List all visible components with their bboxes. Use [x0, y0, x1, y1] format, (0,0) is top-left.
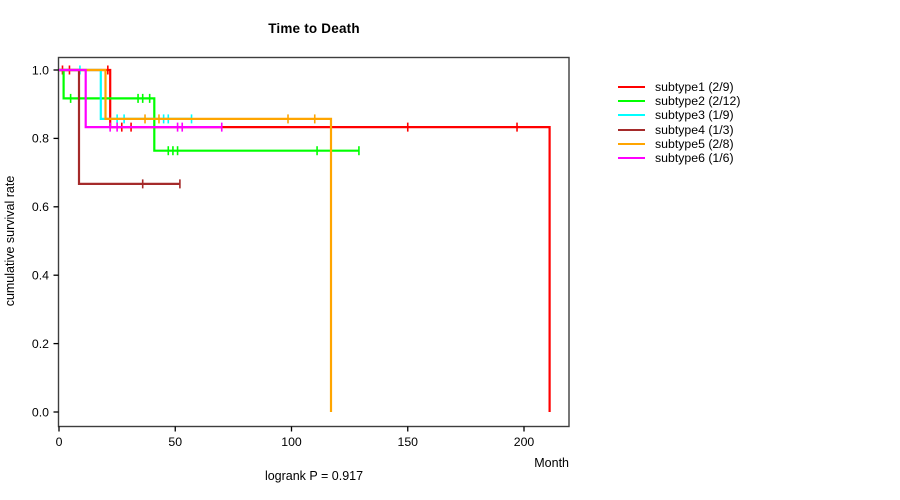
legend-color-line — [618, 128, 645, 131]
survival-curve-subtype2 — [59, 68, 360, 156]
x-axis-label: Month — [534, 456, 569, 470]
x-tick-label: 50 — [168, 435, 182, 449]
y-tick-label: 1.0 — [32, 63, 49, 77]
x-tick-label: 0 — [56, 435, 63, 449]
legend-label: subtype2 (2/12) — [655, 94, 741, 109]
km-step-line — [59, 68, 222, 129]
legend-item: subtype5 (2/8) — [618, 137, 740, 151]
legend-item: subtype2 (2/12) — [618, 94, 740, 108]
x-tick-label: 100 — [281, 435, 302, 449]
survival-curve-subtype6 — [59, 68, 223, 132]
legend-label: subtype3 (1/9) — [655, 108, 734, 123]
y-tick-label: 0.2 — [32, 337, 49, 351]
y-axis-label: cumulative survival rate — [3, 175, 17, 307]
y-tick-label: 0.6 — [32, 200, 49, 214]
plot-box — [57, 56, 570, 428]
legend-item: subtype4 (1/3) — [618, 123, 740, 137]
x-tick-label: 150 — [397, 435, 418, 449]
legend-item: subtype3 (1/9) — [618, 108, 740, 122]
survival-curve-subtype5 — [59, 68, 333, 412]
km-step-line — [59, 68, 333, 412]
chart-title: Time to Death — [268, 21, 360, 36]
legend-color-line — [618, 142, 645, 145]
legend-item: subtype6 (1/6) — [618, 151, 740, 165]
logrank-annotation: logrank P = 0.917 — [264, 469, 364, 483]
legend-color-line — [618, 157, 645, 160]
legend-label: subtype1 (2/9) — [655, 80, 734, 95]
legend-color-line — [618, 114, 645, 117]
survival-curve-subtype1 — [59, 65, 551, 412]
y-tick-label: 0.4 — [32, 269, 49, 283]
legend-label: subtype4 (1/3) — [655, 122, 734, 137]
legend-color-line — [618, 100, 645, 103]
survival-curve-subtype4 — [59, 68, 181, 189]
legend: subtype1 (2/9) subtype2 (2/12) subtype3 (1… — [618, 80, 740, 165]
legend-item: subtype1 (2/9) — [618, 80, 740, 94]
y-tick-label: 0.0 — [32, 405, 49, 419]
legend-color-line — [618, 86, 645, 89]
x-axis: 0 50 100 150 200 — [56, 426, 535, 449]
km-step-line — [59, 68, 359, 152]
km-step-line — [59, 68, 551, 412]
legend-label: subtype5 (2/8) — [655, 136, 734, 151]
x-tick-label: 200 — [514, 435, 535, 449]
legend-label: subtype6 (1/6) — [655, 151, 734, 166]
y-tick-label: 0.8 — [32, 132, 49, 146]
y-axis: 0.0 0.2 0.4 0.6 0.8 1.0 — [32, 63, 59, 419]
